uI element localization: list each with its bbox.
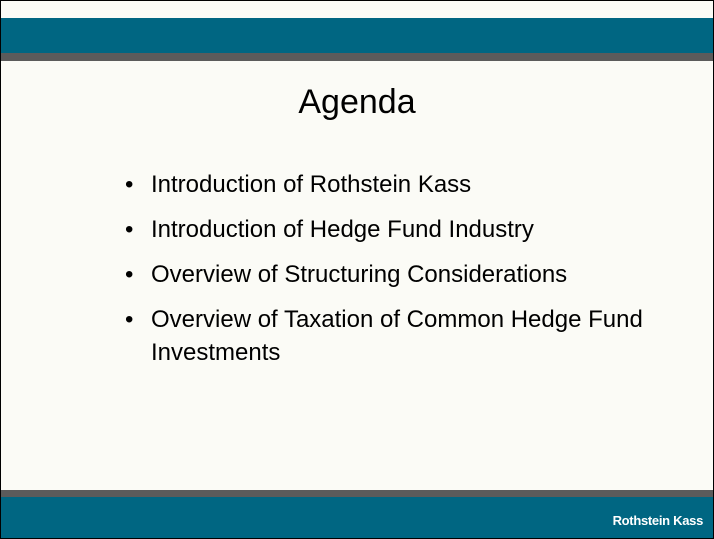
header-stripe (1, 53, 713, 61)
footer-band (1, 497, 713, 538)
bullet: Overview of Structuring Considerations (125, 258, 665, 291)
slide-title: Agenda (298, 83, 416, 121)
bullet-list: Introduction of Rothstein Kass Introduct… (125, 168, 665, 381)
bullet: Overview of Taxation of Common Hedge Fun… (125, 303, 665, 369)
bullet: Introduction of Rothstein Kass (125, 168, 665, 201)
bullet: Introduction of Hedge Fund Industry (125, 213, 665, 246)
footer-stripe (1, 490, 713, 497)
header-band (1, 18, 713, 53)
footer-logo: Rothstein Kass (612, 513, 704, 528)
